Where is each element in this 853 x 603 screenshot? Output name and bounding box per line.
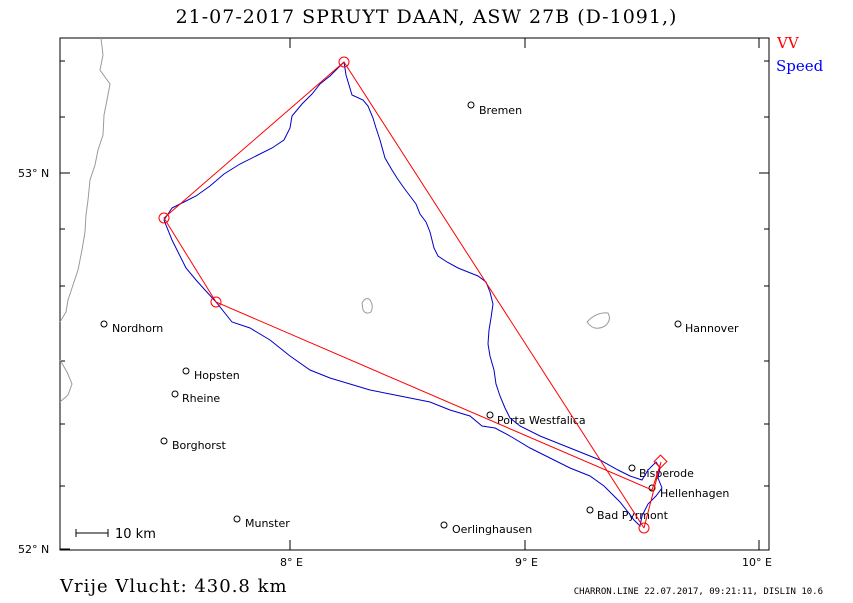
scale-bar-label: 10 km: [115, 527, 156, 542]
city-marker: [628, 464, 636, 472]
city-label: Munster: [245, 517, 290, 530]
city-label: Oerlinghausen: [452, 523, 532, 536]
city-marker: [160, 437, 168, 445]
city-label: Borghorst: [172, 439, 227, 452]
city-marker: [440, 521, 448, 529]
lon-label-10: 10° E: [742, 556, 772, 569]
city-marker: [486, 411, 494, 419]
legend-speed: Speed: [776, 57, 824, 75]
city-label: Bad Pyrmont: [597, 509, 669, 522]
footer-meta: CHARRON.LINE 22.07.2017, 09:21:11, DISLI…: [573, 587, 823, 597]
city-label: Porta Westfalica: [497, 414, 586, 427]
city-label: Hopsten: [194, 369, 240, 382]
city-label: Hannover: [685, 322, 739, 335]
city-label: Rheine: [182, 392, 220, 405]
lon-label-8: 8° E: [280, 556, 303, 569]
coastline: [59, 37, 610, 403]
task-route: [158, 56, 668, 534]
turnpoint-marker: [338, 56, 350, 68]
turnpoint-marker: [158, 212, 170, 224]
city-marker: [586, 506, 594, 514]
lat-label-53: 53° N: [18, 167, 49, 180]
legend-vv: VV: [777, 34, 799, 52]
lon-label-9: 9° E: [515, 556, 538, 569]
city-marker: [171, 390, 179, 398]
city-marker: [233, 515, 241, 523]
turnpoint-marker: [638, 522, 650, 534]
page-title: 21-07-2017 SPRUYT DAAN, ASW 27B (D-1091,…: [175, 6, 678, 28]
city-marker: [100, 320, 108, 328]
city-label: Hellenhagen: [660, 487, 729, 500]
cities: Bremen Nordhorn Hannover Hopsten Rheine …: [100, 101, 739, 536]
city-label: Bremen: [479, 104, 522, 117]
city-marker: [674, 320, 682, 328]
scale-bar: 10 km: [75, 527, 156, 542]
city-label: Nordhorn: [112, 322, 163, 335]
lat-label-52: 52° N: [18, 543, 49, 556]
city-marker: [467, 101, 475, 109]
map-frame: [59, 37, 770, 551]
turnpoint-marker: [210, 296, 222, 308]
city-label: Bisperode: [639, 467, 694, 480]
flight-track: [163, 61, 663, 528]
city-marker: [182, 367, 190, 375]
flight-distance: Vrije Vlucht: 430.8 km: [60, 576, 288, 597]
start-marker: [653, 454, 668, 469]
